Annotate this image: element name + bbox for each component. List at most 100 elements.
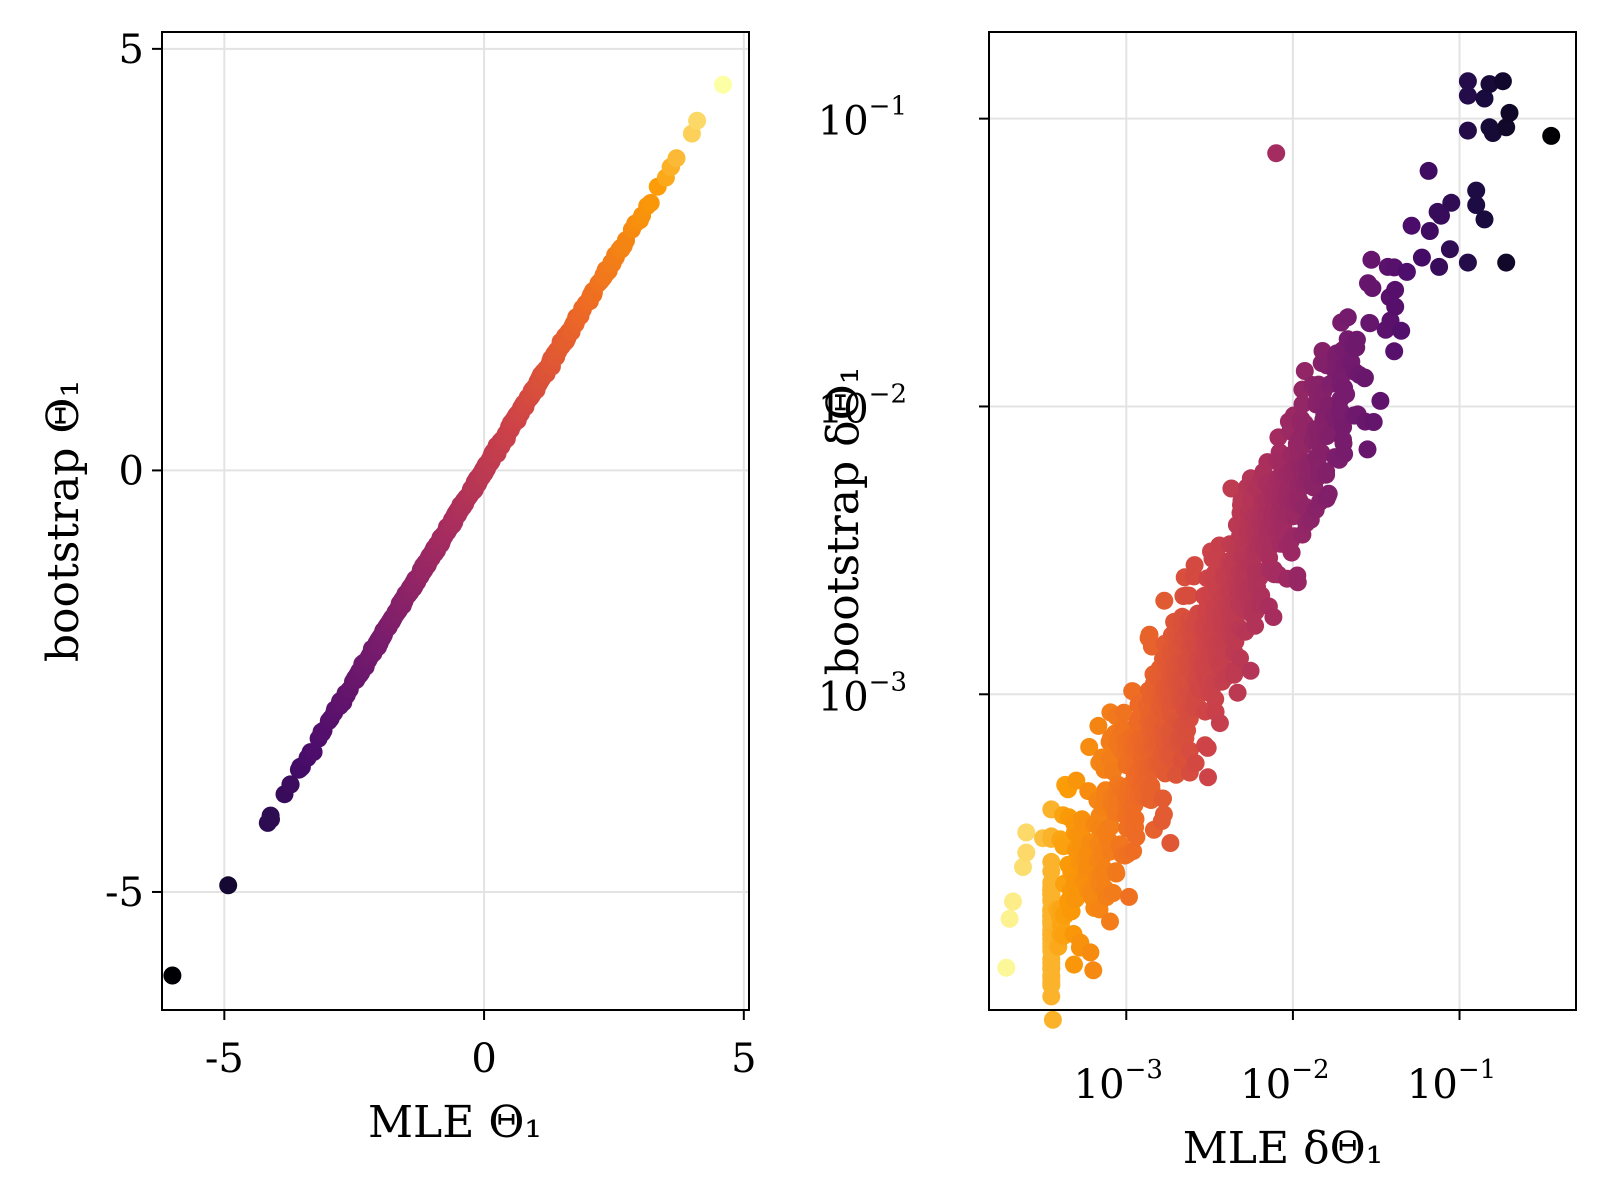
right-scatter-point: [1358, 440, 1377, 459]
right-scatter-point: [1338, 308, 1357, 327]
right-scatter-point: [1386, 280, 1405, 299]
right-scatter-point: [1017, 843, 1036, 862]
right-scatter-point: [1371, 391, 1390, 410]
right-scatter-point: [1497, 253, 1516, 272]
right-scatter-point: [1017, 823, 1036, 842]
right-scatter-point: [1101, 912, 1119, 931]
right-scatter-point: [1014, 858, 1032, 876]
left-y-axis-label: bootstrap Θ₁: [38, 380, 89, 662]
tick-exponent: −1: [869, 92, 907, 122]
right-scatter-point: [1419, 161, 1438, 180]
right-scatter-point: [997, 958, 1016, 977]
right-scatter-point: [1497, 118, 1516, 137]
right-scatter-point: [1458, 86, 1477, 105]
right-scatter-point: [1067, 771, 1086, 790]
right-scatter-point: [1089, 716, 1108, 735]
right-x-tick-label: 10−3: [1074, 1055, 1163, 1108]
right-scatter-point: [1475, 210, 1494, 229]
left-y-tick-label: 5: [119, 27, 144, 73]
right-scatter-point: [1392, 321, 1411, 340]
right-scatter-point: [1355, 368, 1374, 387]
tick-base: 10: [818, 674, 869, 720]
right-scatter-point: [1004, 892, 1022, 911]
tick-exponent: −3: [869, 667, 907, 697]
right-scatter-point: [1334, 418, 1353, 436]
tick-base: 10: [1074, 1062, 1125, 1108]
right-scatter-point: [1412, 248, 1431, 267]
right-scatter-point: [1000, 909, 1019, 928]
right-scatter-point: [1120, 887, 1138, 906]
right-scatter-point: [1362, 250, 1381, 269]
right-scatter-point: [1319, 484, 1338, 503]
right-scatter-point: [1347, 330, 1366, 349]
right-x-tick-label: 10−2: [1240, 1055, 1329, 1108]
right-scatter-point: [1480, 75, 1499, 94]
right-scatter-panel: 10−3 10−2 10−110−310−210−1 MLE δΘ₁ bootstr…: [818, 31, 1577, 1174]
right-scatter-point: [1114, 703, 1133, 722]
right-scatter-point: [1440, 240, 1459, 259]
right-scatter-point: [1161, 834, 1180, 852]
right-scatter-point: [1420, 222, 1439, 240]
right-scatter-point: [1475, 89, 1494, 108]
right-scatter-point: [1081, 943, 1100, 962]
right-y-tick-label: 10−3: [818, 667, 907, 720]
right-scatter-point: [1231, 649, 1249, 668]
right-scatter-point: [1458, 121, 1477, 140]
right-scatter-point: [1206, 690, 1225, 709]
left-scatter-point: [641, 194, 660, 212]
right-scatter-point: [1430, 257, 1449, 276]
right-scatter-point: [1228, 683, 1247, 702]
right-scatter-point: [1126, 810, 1145, 828]
right-scatter-point: [1295, 362, 1314, 380]
left-scatter-point: [688, 111, 707, 130]
right-scatter-point: [1222, 479, 1241, 498]
left-y-tick-label: 0: [119, 448, 144, 494]
right-x-axis-label: MLE δΘ₁: [1183, 1123, 1384, 1174]
right-scatter-point: [1153, 789, 1172, 808]
right-scatter-point: [1154, 805, 1173, 824]
right-scatter-point: [1065, 955, 1083, 974]
left-x-tick-label: 0: [471, 1036, 496, 1082]
right-plot-frame: [988, 31, 1577, 1011]
right-scatter-points: [997, 72, 1561, 1029]
right-axis-ticks: 10−3 10−2 10−110−310−210−1: [818, 92, 1496, 1108]
left-axis-ticks: -5 0 5 -5 0 5: [105, 27, 757, 1082]
left-scatter-point: [262, 810, 280, 829]
right-scatter-point: [1337, 385, 1356, 404]
left-x-tick-label: 5: [731, 1036, 756, 1082]
right-scatter-point: [1363, 279, 1382, 297]
tick-exponent: −2: [869, 379, 907, 409]
tick-base: 10: [818, 99, 869, 145]
left-scatter-point: [714, 75, 732, 94]
right-scatter-point: [1198, 738, 1217, 757]
right-scatter-point: [1042, 885, 1061, 904]
right-scatter-point: [1288, 573, 1307, 592]
right-scatter-point: [1402, 216, 1421, 235]
tick-base: 10: [818, 386, 869, 432]
right-scatter-point: [1127, 828, 1146, 847]
tick-exponent: −1: [1458, 1055, 1496, 1085]
right-scatter-point: [1084, 961, 1103, 980]
right-scatter-point: [1361, 314, 1380, 333]
right-scatter-point: [1107, 864, 1126, 883]
right-scatter-point: [1467, 196, 1486, 214]
right-scatter-point: [1167, 765, 1186, 784]
right-scatter-point: [1080, 738, 1099, 756]
right-scatter-point: [1312, 443, 1331, 462]
right-y-axis-label: bootstrap δΘ₁: [818, 367, 869, 676]
right-scatter-point: [1199, 768, 1217, 787]
right-scatter-point: [1185, 556, 1204, 575]
right-scatter-point: [1493, 72, 1512, 91]
right-scatter-point: [1293, 395, 1312, 414]
right-scatter-point: [1386, 297, 1405, 316]
right-scatter-point: [1264, 608, 1283, 626]
right-scatter-point: [1101, 817, 1120, 836]
tick-exponent: −2: [1291, 1055, 1329, 1085]
right-scatter-point: [1500, 103, 1519, 122]
left-scatter-point: [667, 149, 686, 168]
tick-base: 10: [1240, 1062, 1291, 1108]
right-scatter-point: [1432, 206, 1450, 225]
right-scatter-point: [1180, 586, 1198, 605]
right-scatter-point: [1458, 253, 1477, 272]
